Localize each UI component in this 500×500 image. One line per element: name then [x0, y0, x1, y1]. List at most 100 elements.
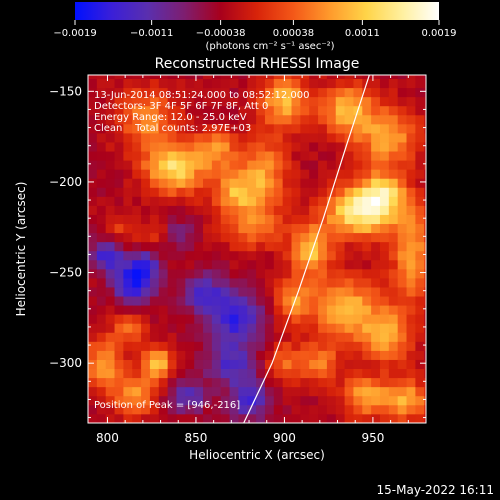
heatmap-cell: [247, 151, 257, 161]
heatmap-cell: [362, 332, 372, 342]
heatmap-cell: [362, 241, 372, 252]
heatmap-cell: [282, 268, 292, 279]
heatmap-cell: [114, 314, 124, 324]
heatmap-cell: [264, 350, 275, 360]
heatmap-cell: [203, 278, 213, 288]
heatmap-cell: [176, 187, 186, 197]
heatmap-cell: [388, 169, 399, 179]
heatmap-cell: [96, 377, 107, 388]
heatmap-cell: [167, 196, 177, 206]
chart-title: Reconstructed RHESSI Image: [155, 56, 360, 72]
heatmap-cell: [415, 142, 425, 152]
heatmap-cell: [238, 223, 248, 234]
heatmap-cell: [353, 87, 363, 98]
heatmap-cell: [167, 205, 177, 215]
heatmap-cell: [238, 78, 248, 89]
heatmap-cell: [256, 75, 266, 80]
heatmap-cell: [247, 404, 257, 415]
heatmap-cell: [158, 205, 169, 215]
heatmap-cell: [397, 241, 407, 252]
heatmap-cell: [211, 332, 222, 342]
heatmap-cell: [300, 178, 310, 188]
heatmap-cell: [318, 78, 328, 89]
heatmap-cell: [203, 377, 213, 388]
heatmap-cell: [238, 123, 248, 134]
heatmap-cell: [167, 341, 177, 351]
heatmap-cell: [335, 151, 345, 161]
heatmap-cell: [291, 413, 301, 423]
heatmap-cell: [96, 78, 107, 89]
heatmap-cell: [141, 87, 151, 98]
heatmap-cell: [132, 314, 142, 324]
heatmap-cell: [406, 160, 416, 170]
heatmap-cell: [371, 314, 381, 324]
heatmap-cell: [114, 196, 124, 206]
heatmap-cell: [114, 386, 124, 397]
heatmap-cell: [132, 341, 142, 351]
heatmap-cell: [158, 314, 169, 324]
heatmap-cell: [176, 250, 186, 261]
heatmap-cell: [211, 169, 222, 179]
heatmap-cell: [194, 314, 204, 324]
heatmap-cell: [344, 332, 354, 342]
heatmap-cell: [149, 178, 160, 188]
heatmap-cell: [291, 323, 301, 333]
heatmap-cell: [388, 214, 399, 225]
heatmap-cell: [300, 259, 310, 270]
heatmap-cell: [264, 278, 275, 288]
heatmap-cell: [203, 78, 213, 89]
heatmap-cell: [291, 377, 301, 388]
heatmap-cell: [105, 278, 115, 288]
heatmap-cell: [379, 278, 390, 288]
heatmap-cell: [397, 377, 407, 388]
heatmap-cell: [379, 287, 390, 297]
heatmap-cell: [88, 87, 98, 98]
heatmap-cell: [88, 223, 98, 234]
heatmap-cell: [415, 96, 425, 107]
heatmap-cell: [300, 250, 310, 261]
heatmap-cell: [229, 133, 239, 143]
solar-limb-curve: [243, 75, 370, 423]
heatmap-cell: [282, 341, 292, 351]
heatmap-cell: [167, 278, 177, 288]
heatmap-cell: [141, 142, 151, 152]
heatmap-cell: [158, 268, 169, 279]
x-axis-ticks: 800 850 900 950: [96, 75, 409, 445]
heatmap-cell: [273, 323, 284, 333]
heatmap-cell: [273, 377, 284, 388]
heatmap-cell: [132, 178, 142, 188]
heatmap-cell: [203, 87, 213, 98]
heatmap-cell: [211, 114, 222, 125]
heatmap-cell: [424, 377, 426, 388]
heatmap-cell: [194, 332, 204, 342]
heatmap-cell: [379, 169, 390, 179]
heatmap-cell: [167, 142, 177, 152]
heatmap-cell: [291, 196, 301, 206]
heatmap-cell: [309, 105, 319, 116]
heatmap-cell: [238, 114, 248, 125]
heatmap-cell: [300, 105, 310, 116]
heatmap-cell: [424, 278, 426, 288]
heatmap-cell: [415, 314, 425, 324]
heatmap-cell: [123, 413, 133, 423]
heatmap-cell: [96, 187, 107, 197]
heatmap-cell: [123, 87, 133, 98]
heatmap-cell: [229, 413, 239, 423]
heatmap-cell: [149, 250, 160, 261]
heatmap-cell: [211, 386, 222, 397]
heatmap-cell: [220, 341, 230, 351]
heatmap-cell: [362, 151, 372, 161]
heatmap-cell: [362, 296, 372, 306]
heatmap-cell: [335, 87, 345, 98]
heatmap-cell: [96, 332, 107, 342]
heatmap-cell: [96, 105, 107, 116]
heatmap-cell: [176, 323, 186, 333]
heatmap-cell: [238, 268, 248, 279]
heatmap-cell: [282, 151, 292, 161]
heatmap-cell: [141, 187, 151, 197]
heatmap-cell: [149, 377, 160, 388]
heatmap-cell: [326, 223, 337, 234]
heatmap-cell: [185, 268, 195, 279]
heatmap-cell: [132, 142, 142, 152]
heatmap-cell: [344, 96, 354, 107]
